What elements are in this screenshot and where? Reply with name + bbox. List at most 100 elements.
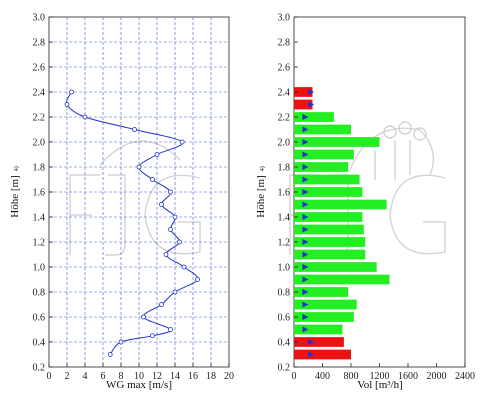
left-x-tick-label: 10 (134, 371, 144, 382)
flow-direction-arrow (302, 276, 309, 283)
flow-direction-arrow (302, 189, 309, 195)
left-y-tick-label: 3.0 (33, 13, 46, 24)
left-y-tick-label: 1.6 (33, 188, 46, 199)
volume-bar (294, 262, 377, 272)
right-y-tick-label: 0.4 (278, 338, 291, 349)
volume-bar (294, 287, 349, 297)
left-y-axis-label-sup: 4) (13, 166, 20, 171)
flow-direction-arrow (302, 226, 309, 233)
wind-speed-point (82, 114, 88, 120)
right-x-tick-label: 1600 (398, 371, 418, 382)
left-y-tick-label: 0.4 (33, 338, 46, 349)
wind-speed-line (66, 91, 199, 355)
wind-speed-point (168, 189, 173, 195)
left-y-tick-label: 2.4 (33, 88, 46, 99)
left-x-tick-label: 18 (206, 371, 216, 382)
right-y-tick-label: 0.2 (278, 363, 291, 374)
flow-direction-arrow (302, 239, 309, 245)
wind-speed-point (172, 289, 178, 295)
volume-bars (294, 87, 390, 360)
watermark-left (69, 140, 201, 256)
wind-speed-point (159, 302, 164, 307)
left-y-ticks: 0.2 0.4 0.6 0.8 1.0 1.2 1.4 1.6 1.8 2.0 2.2 2.4 2.6 2… (33, 13, 53, 374)
flow-direction-arrow (302, 126, 309, 133)
volume-bar (294, 174, 360, 185)
wind-speed-point (141, 314, 146, 320)
left-y-tick-label: 0.2 (33, 363, 46, 374)
left-y-tick-label: 2.2 (33, 113, 46, 124)
volume-bar (294, 249, 366, 260)
left-x-tick-label: 6 (101, 371, 106, 382)
volume-bar (294, 99, 313, 110)
wind-speed-point (159, 202, 164, 207)
left-y-axis-label: Höhe [m] 4) (9, 166, 21, 217)
right-y-tick-label: 1.0 (278, 263, 291, 274)
volume-bar (294, 149, 354, 160)
flow-direction-arrow (302, 139, 309, 145)
wind-speed-point (154, 152, 160, 157)
volume-bar (294, 224, 364, 235)
right-x-tick-label: 1200 (370, 371, 390, 382)
flow-direction-arrow (302, 214, 309, 220)
wind-speed-point (132, 127, 137, 132)
left-y-tick-label: 2.0 (33, 138, 46, 149)
left-grid (49, 17, 229, 367)
right-x-tick-label: 2000 (427, 371, 447, 382)
flow-direction-arrow (302, 176, 309, 183)
right-y-tick-label: 2.2 (278, 113, 291, 124)
flow-direction-arrow (302, 326, 309, 333)
right-y-axis-label-sup: 4) (259, 166, 266, 171)
right-x-tick-label: 2400 (455, 371, 475, 382)
flow-direction-arrow (302, 314, 309, 320)
right-y-tick-label: 1.4 (278, 213, 291, 224)
right-x-tick-label: 400 (315, 371, 330, 382)
wind-speed-point (168, 227, 173, 232)
left-y-tick-label: 2.6 (33, 63, 46, 74)
volume-flow-chart: 0 400 800 1200 1600 2000 2400 0.2 0.4 0.6 0.8 1.0 1… (255, 13, 475, 392)
right-x-ticks: 0 400 800 1200 1600 2000 2400 (292, 363, 475, 382)
wind-speed-point (64, 102, 70, 107)
right-y-tick-label: 1.6 (278, 188, 291, 199)
wind-speed-point (69, 89, 74, 95)
left-y-tick-label: 1.8 (33, 163, 46, 174)
wind-speed-point (163, 252, 169, 257)
right-y-tick-label: 2.6 (278, 63, 291, 74)
flow-direction-arrow (302, 264, 309, 270)
wind-speed-point (150, 177, 155, 182)
flow-direction-arrow (302, 251, 309, 258)
volume-bar (294, 124, 351, 135)
flow-direction-arrow (302, 301, 309, 308)
right-y-tick-label: 3.0 (278, 13, 291, 24)
volume-bar (294, 337, 344, 347)
wind-speed-point (179, 139, 185, 145)
left-y-tick-label: 2.8 (33, 38, 46, 49)
flow-direction-arrow (308, 339, 315, 345)
volume-bar (294, 324, 343, 335)
volume-bar (294, 299, 357, 310)
right-y-tick-label: 2.4 (278, 88, 291, 99)
left-x-tick-label: 12 (152, 371, 162, 382)
right-y-axis-label: Höhe [m] 4) (255, 166, 267, 217)
wind-speed-points (64, 89, 200, 357)
wind-speed-point (150, 333, 155, 339)
flow-direction-arrow (302, 164, 309, 170)
volume-bar (294, 112, 334, 122)
flow-direction-arrow (302, 114, 309, 120)
volume-bar (294, 87, 313, 97)
volume-bar (294, 274, 390, 285)
wind-speed-point (168, 327, 173, 332)
flow-direction-arrow (308, 351, 315, 358)
volume-bar (294, 237, 366, 247)
right-x-tick-label: 0 (292, 371, 297, 382)
flow-direction-arrow (302, 151, 309, 158)
left-x-tick-label: 16 (188, 371, 198, 382)
volume-bar (294, 137, 380, 147)
wind-speed-point (107, 352, 113, 357)
wind-speed-point (136, 164, 142, 170)
volume-bar (294, 199, 387, 210)
right-y-axis-label-text: Höhe [m] (255, 175, 267, 217)
left-x-axis-label: WG max [m/s] (106, 379, 172, 391)
right-y-tick-label: 1.2 (278, 238, 291, 249)
